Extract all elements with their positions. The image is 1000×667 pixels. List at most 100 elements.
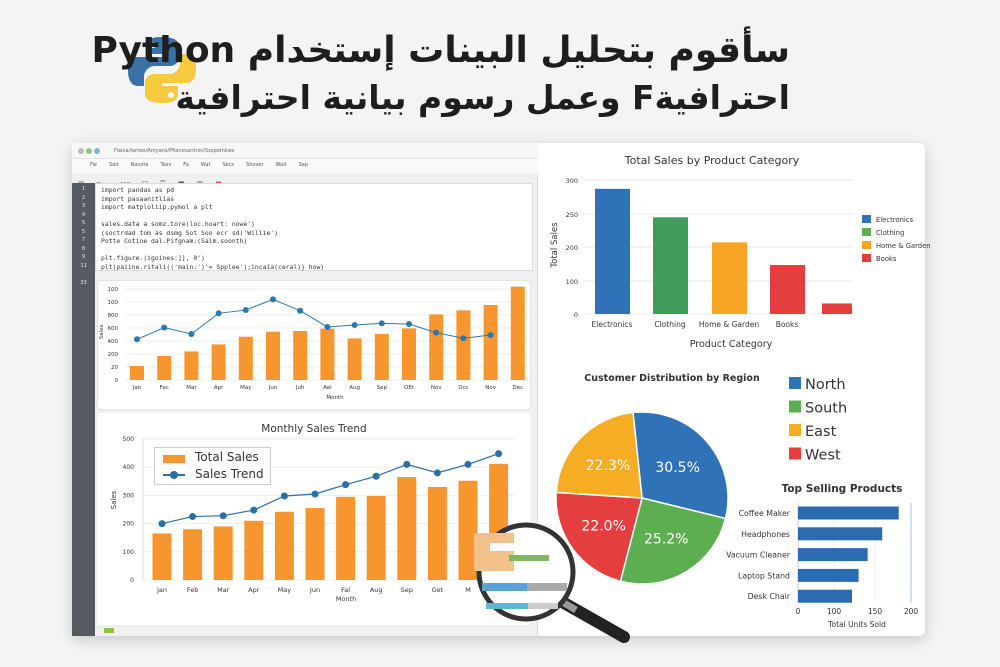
y-tick-label: 100 xyxy=(108,287,119,293)
legend-label: Electronics xyxy=(876,216,914,224)
trend-point xyxy=(342,481,350,489)
y-tick-label: Desk Chair xyxy=(748,592,791,601)
bar xyxy=(320,328,335,380)
trend-point xyxy=(378,320,385,327)
x-tick-label: Fec xyxy=(160,385,169,391)
trend-point xyxy=(297,307,304,314)
bar xyxy=(213,526,233,580)
x-tick-label: Clothing xyxy=(654,320,685,329)
trend-point xyxy=(406,320,412,327)
minimize-dot[interactable] xyxy=(86,148,92,154)
bar xyxy=(274,511,294,580)
x-tick-label: Jun xyxy=(268,385,278,391)
y-tick-label: 500 xyxy=(123,436,135,443)
chart-title: Total Sales by Product Category xyxy=(624,154,800,167)
trend-point xyxy=(188,330,195,337)
x-tick-label: Home & Garden xyxy=(699,320,759,329)
menu-item[interactable]: Tasv xyxy=(160,162,172,168)
bar xyxy=(798,548,868,562)
trend-point xyxy=(161,324,168,331)
bar xyxy=(798,506,899,520)
trend-point xyxy=(464,460,472,468)
legend-label: Sales Trend xyxy=(195,467,264,481)
menu-item[interactable]: Fie xyxy=(90,162,97,168)
legend-swatch-total-sales xyxy=(163,455,185,463)
menu-item[interactable]: Secs xyxy=(222,162,235,168)
legend-label: Total Sales xyxy=(195,450,259,464)
x-tick-label: Nov xyxy=(431,385,442,391)
chart-legend: Total Sales Sales Trend xyxy=(154,447,271,485)
y-tick-label: 400 xyxy=(123,464,135,471)
window-path: Fiatsa/fames/Amyans/Pfiansoaritnin/Ssspo… xyxy=(114,148,235,154)
bar xyxy=(770,265,805,314)
chart-title: Customer Distribution by Region xyxy=(584,373,760,384)
legend-label: Books xyxy=(876,255,897,263)
trend-point xyxy=(134,336,140,343)
trend-point xyxy=(250,506,258,514)
line-gutter xyxy=(72,183,95,636)
bar xyxy=(305,508,325,580)
x-tick-label: Apr xyxy=(214,385,224,391)
y-tick-label: 100 xyxy=(123,549,135,556)
bar xyxy=(238,336,253,380)
menu-item[interactable]: Navote xyxy=(130,162,149,168)
bar xyxy=(712,242,747,314)
bar xyxy=(595,188,630,314)
bar xyxy=(822,303,852,314)
menu-item[interactable]: Wait xyxy=(275,162,287,168)
bar xyxy=(402,328,416,380)
bar xyxy=(130,365,144,380)
y-tick-label: 300 xyxy=(123,492,135,499)
x-tick-label: Dcc xyxy=(458,385,468,391)
trend-point xyxy=(219,512,227,520)
window-titlebar: Fiatsa/fames/Amyans/Pfiansoaritnin/Ssspo… xyxy=(72,143,538,159)
maximize-dot[interactable] xyxy=(94,148,100,154)
x-axis-label: Month xyxy=(326,395,344,401)
menu-item[interactable]: Shover xyxy=(246,162,264,168)
pie-slice xyxy=(619,497,727,585)
legend-swatch xyxy=(862,254,871,262)
bar xyxy=(374,333,389,380)
status-indicator xyxy=(104,628,114,633)
x-tick-label: Sep xyxy=(377,385,388,391)
legend-swatch xyxy=(862,228,871,236)
x-tick-label: Nov xyxy=(485,385,496,391)
trend-point xyxy=(487,332,494,339)
legend-marker xyxy=(170,471,178,479)
x-tick-label: May xyxy=(278,586,292,594)
legend-swatch xyxy=(789,447,801,460)
x-tick-label: Jan xyxy=(156,586,167,594)
menu-item[interactable]: Sep xyxy=(298,162,309,168)
menu-item[interactable]: Wat xyxy=(200,162,211,168)
legend-label: East xyxy=(805,424,837,440)
x-tick-label: Electronics xyxy=(592,320,633,329)
y-tick-label: 400 xyxy=(108,339,119,345)
x-tick-label: Mar xyxy=(186,385,197,391)
bar xyxy=(183,529,203,580)
x-axis-label: Product Category xyxy=(690,339,773,350)
x-tick-label: 100 xyxy=(827,607,842,616)
close-dot[interactable] xyxy=(78,148,84,154)
y-tick-label: 200 xyxy=(566,244,578,252)
x-tick-label: 200 xyxy=(904,607,919,616)
x-tick-label: Juh xyxy=(295,385,305,391)
slice-label: 30.5% xyxy=(655,460,699,476)
y-tick-label: 200 xyxy=(108,352,119,358)
y-tick-label: Laptop Stand xyxy=(738,571,790,580)
code-cell[interactable]: import pandas as pd import pasaanitlias … xyxy=(95,183,533,271)
magnifier-icon xyxy=(464,515,639,645)
chart-title: Top Selling Products xyxy=(782,483,903,495)
x-tick-label: Mar xyxy=(217,586,230,594)
menu-item[interactable]: Fa xyxy=(183,162,189,168)
legend-label: North xyxy=(805,377,846,393)
x-tick-label: Aug xyxy=(370,586,383,594)
trend-point xyxy=(324,323,331,330)
bar xyxy=(293,330,308,380)
y-tick-label: 0 xyxy=(130,577,134,584)
legend-label: West xyxy=(805,448,841,464)
x-tick-label: Aug xyxy=(349,385,360,391)
menu-item[interactable]: Sait xyxy=(108,162,119,168)
bar xyxy=(184,351,199,380)
x-tick-label: Dec xyxy=(512,385,523,391)
bar xyxy=(483,304,498,380)
